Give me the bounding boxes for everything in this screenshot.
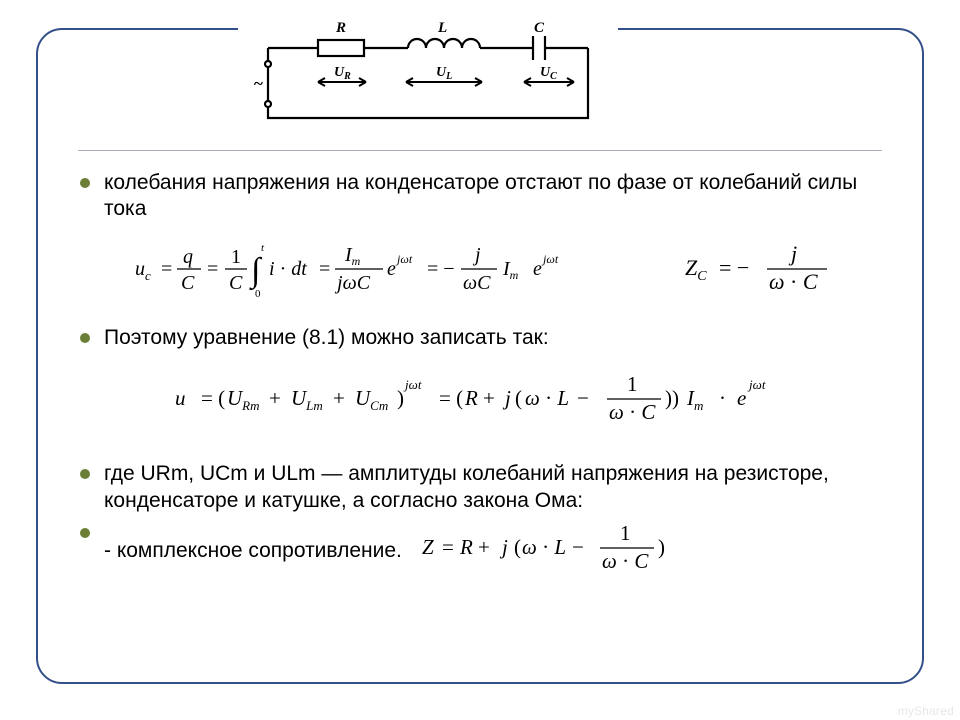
- bullet-3: где URm, UCm и ULm — амплитуды колебаний…: [74, 461, 886, 514]
- svg-text:= −: = −: [427, 258, 455, 280]
- svg-text:(: (: [515, 386, 522, 410]
- circuit-diagram: R L C UR UL UC ~: [238, 18, 618, 138]
- svg-text:UCm: UCm: [355, 386, 388, 413]
- svg-text:)): )): [665, 386, 679, 410]
- eq-Z: Z = R + j ( ω · L − 1 ω · C: [422, 520, 682, 576]
- svg-text:1: 1: [620, 521, 631, 545]
- svg-text:Im: Im: [502, 258, 519, 282]
- svg-text:(: (: [514, 535, 521, 559]
- eq-Zc: ZC = − j ω · C: [685, 241, 855, 297]
- svg-text:Im: Im: [686, 386, 703, 413]
- svg-text:+: +: [478, 535, 490, 559]
- svg-text:=: =: [442, 535, 454, 559]
- svg-text:ω · C: ω · C: [602, 549, 649, 573]
- separator: [78, 150, 882, 151]
- svg-text:i · dt: i · dt: [269, 258, 307, 280]
- svg-text:e: e: [533, 258, 542, 280]
- svg-text:j: j: [499, 535, 508, 559]
- bullet-4-text: - комплексное сопротивление.: [104, 538, 402, 564]
- svg-text:−: −: [577, 386, 589, 410]
- svg-text:ω · L: ω · L: [522, 535, 566, 559]
- svg-text:jωt: jωt: [541, 252, 559, 266]
- svg-text:jωC: jωC: [334, 272, 371, 294]
- svg-text:): ): [658, 535, 665, 559]
- bullet-1-text: колебания напряжения на конденсаторе отс…: [104, 171, 857, 220]
- svg-text:jωt: jωt: [395, 252, 413, 266]
- svg-text:ω · C: ω · C: [769, 269, 818, 294]
- svg-text:1: 1: [627, 372, 638, 396]
- svg-text:= (: = (: [201, 386, 225, 410]
- svg-text:t: t: [261, 242, 265, 254]
- svg-text:C: C: [181, 272, 195, 294]
- svg-text:Z: Z: [422, 535, 434, 559]
- svg-text:ω · L: ω · L: [525, 386, 569, 410]
- eq1-block: uc = q C = 1 C: [104, 237, 886, 301]
- svg-text:uc: uc: [135, 258, 151, 283]
- bullet-list: колебания напряжения на конденсаторе отс…: [74, 170, 886, 588]
- svg-text:R: R: [459, 535, 473, 559]
- svg-text:jωt: jωt: [403, 377, 422, 392]
- bullet-1: колебания напряжения на конденсаторе отс…: [74, 170, 886, 301]
- bullet-4: - комплексное сопротивление. Z = R + j (…: [74, 520, 886, 583]
- eq-u: u = ( URm + ULm + UCm ) jωt = ( R +: [175, 365, 815, 431]
- bullet-2: Поэтому уравнение (8.1) можно записать т…: [74, 325, 886, 438]
- svg-text:ULm: ULm: [291, 386, 323, 413]
- eq-uc: uc = q C = 1 C: [135, 237, 605, 301]
- svg-text:URm: URm: [227, 386, 260, 413]
- watermark: myShared: [898, 704, 954, 718]
- label-R: R: [335, 20, 346, 36]
- svg-text:+: +: [483, 386, 495, 410]
- label-L: L: [437, 20, 447, 36]
- svg-text:e: e: [387, 258, 396, 280]
- svg-text:0: 0: [255, 288, 261, 300]
- svg-text:Im: Im: [344, 244, 361, 268]
- slide-content: R L C UR UL UC ~ колебания напряжения на…: [38, 30, 922, 682]
- svg-text:=: =: [161, 258, 172, 280]
- eq2-block: u = ( URm + ULm + UCm ) jωt = ( R +: [104, 365, 886, 438]
- svg-text:q: q: [183, 246, 193, 268]
- source-symbol: ~: [254, 74, 263, 93]
- bullet-3-text: где URm, UCm и ULm — амплитуды колебаний…: [104, 462, 829, 511]
- svg-text:u: u: [175, 386, 186, 410]
- svg-text:1: 1: [231, 246, 241, 268]
- bullet-2-text: Поэтому уравнение (8.1) можно записать т…: [104, 326, 549, 349]
- svg-text:=: =: [319, 258, 330, 280]
- label-UR: UR: [334, 65, 351, 82]
- svg-text:j: j: [502, 386, 511, 410]
- label-UC: UC: [540, 65, 557, 82]
- svg-text:j: j: [472, 244, 481, 266]
- svg-text:ZC: ZC: [685, 255, 707, 284]
- svg-text:R: R: [464, 386, 478, 410]
- label-UL: UL: [436, 65, 452, 82]
- eq-Z-inline: Z = R + j ( ω · L − 1 ω · C: [422, 520, 682, 583]
- circuit-svg: R L C UR UL UC ~: [238, 18, 618, 143]
- svg-text:ω · C: ω · C: [609, 400, 656, 424]
- svg-text:−: −: [572, 535, 584, 559]
- svg-text:j: j: [788, 241, 797, 266]
- svg-text:e: e: [737, 386, 746, 410]
- svg-text:= −: = −: [719, 255, 749, 280]
- svg-text:C: C: [229, 272, 243, 294]
- svg-text:jωt: jωt: [747, 377, 766, 392]
- svg-text:=: =: [207, 258, 218, 280]
- svg-text:·: ·: [719, 386, 726, 410]
- svg-text:): ): [397, 386, 404, 410]
- slide-frame: R L C UR UL UC ~ колебания напряжения на…: [36, 28, 924, 684]
- svg-text:+: +: [333, 386, 345, 410]
- svg-text:= (: = (: [439, 386, 463, 410]
- svg-text:∫: ∫: [249, 252, 263, 291]
- label-C: C: [534, 20, 545, 36]
- svg-text:ωC: ωC: [463, 272, 491, 294]
- svg-text:+: +: [269, 386, 281, 410]
